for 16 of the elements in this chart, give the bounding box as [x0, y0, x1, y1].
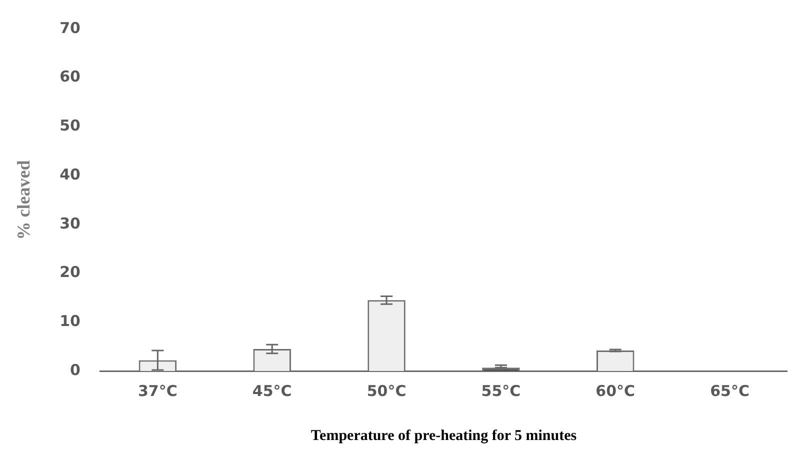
y-tick-label: 30 — [60, 214, 80, 232]
x-axis-title: Temperature of pre-heating for 5 minutes — [310, 428, 577, 444]
y-tick-label: 20 — [60, 263, 80, 282]
y-axis-title: % cleaved — [13, 160, 34, 240]
x-tick-label: 45°C — [252, 382, 292, 400]
y-tick-label: 50 — [60, 116, 80, 135]
y-tick-label: 0 — [70, 360, 80, 379]
x-tick-label: 37°C — [138, 382, 178, 400]
y-tick-label: 60 — [60, 68, 80, 86]
x-tick-label: 55°C — [481, 382, 521, 400]
y-tick-label: 40 — [60, 165, 80, 184]
x-tick-label: 50°C — [366, 382, 406, 400]
y-tick-label: 10 — [60, 312, 80, 330]
x-tick-label: 60°C — [596, 382, 636, 400]
x-tick-label: 65°C — [710, 382, 750, 400]
y-tick-label: 70 — [60, 18, 80, 37]
